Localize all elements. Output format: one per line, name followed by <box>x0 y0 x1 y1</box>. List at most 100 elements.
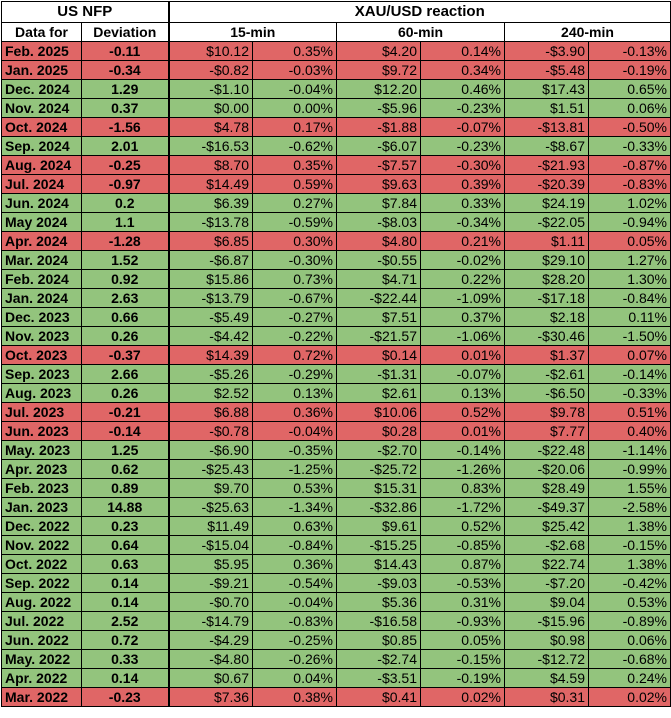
cell-15min-pct: -0.27% <box>252 307 337 327</box>
cell-date: Jun. 2022 <box>1 630 82 650</box>
cell-15min-pct: 0.00% <box>252 98 337 118</box>
cell-240min-usd: -$17.18 <box>504 288 589 308</box>
cell-60min-pct: -1.09% <box>420 288 505 308</box>
cell-240min-pct: -0.33% <box>588 136 671 156</box>
cell-15min-usd: $6.88 <box>167 402 253 422</box>
cell-deviation: -0.97 <box>81 174 169 194</box>
cell-60min-pct: -0.14% <box>420 440 505 460</box>
cell-60min-usd: -$6.07 <box>336 136 421 156</box>
cell-15min-pct: -0.29% <box>252 364 337 384</box>
cell-date: Jan. 2025 <box>1 60 82 80</box>
cell-240min-pct: -0.13% <box>588 41 671 61</box>
cell-240min-pct: -0.15% <box>588 535 671 555</box>
cell-15min-usd: $14.39 <box>167 345 253 365</box>
cell-60min-pct: -0.23% <box>420 98 505 118</box>
cell-15min-pct: 0.35% <box>252 41 337 61</box>
cell-deviation: -0.14 <box>81 421 169 441</box>
cell-240min-usd: -$20.06 <box>504 459 589 479</box>
cell-date: Apr. 2024 <box>1 231 82 251</box>
cell-deviation: 1.29 <box>81 79 169 99</box>
cell-240min-usd: $7.77 <box>504 421 589 441</box>
table-row: Jul. 2023 -0.21 $6.88 0.36% $10.06 0.52% $9.78… <box>1 402 671 422</box>
cell-240min-pct: 1.55% <box>588 478 671 498</box>
table-row: Jun. 2022 0.72 -$4.29 -0.25% $0.85 0.05% $0.98… <box>1 630 671 650</box>
cell-deviation: -0.34 <box>81 60 169 80</box>
header-column-row: Data for Deviation 15-min 60-min 240-min <box>1 22 671 42</box>
cell-240min-usd: -$3.90 <box>504 41 589 61</box>
cell-60min-pct: 0.01% <box>420 345 505 365</box>
cell-240min-usd: -$12.72 <box>504 649 589 669</box>
cell-240min-pct: -1.14% <box>588 440 671 460</box>
header-group-row: US NFP XAU/USD reaction <box>1 1 671 23</box>
cell-60min-usd: -$2.74 <box>336 649 421 669</box>
cell-60min-pct: 0.46% <box>420 79 505 99</box>
cell-15min-pct: 0.53% <box>252 478 337 498</box>
cell-240min-pct: 1.30% <box>588 269 671 289</box>
cell-240min-usd: -$22.05 <box>504 212 589 232</box>
cell-240min-usd: $17.43 <box>504 79 589 99</box>
cell-15min-usd: $8.70 <box>167 155 253 175</box>
cell-240min-usd: $2.18 <box>504 307 589 327</box>
cell-15min-pct: -0.25% <box>252 630 337 650</box>
cell-deviation: -0.21 <box>81 402 169 422</box>
cell-15min-usd: $7.36 <box>167 687 253 707</box>
table-row: Sep. 2024 2.01 -$16.53 -0.62% -$6.07 -0.23% -$… <box>1 136 671 156</box>
table-row: Jul. 2022 2.52 -$14.79 -0.83% -$16.58 -0.93% -… <box>1 611 671 631</box>
table-row: Dec. 2023 0.66 -$5.49 -0.27% $7.51 0.37% $2.18… <box>1 307 671 327</box>
cell-date: Sep. 2022 <box>1 573 82 593</box>
cell-15min-usd: $4.78 <box>167 117 253 137</box>
cell-deviation: 0.23 <box>81 516 169 536</box>
cell-240min-pct: -1.50% <box>588 326 671 346</box>
cell-60min-pct: 0.39% <box>420 174 505 194</box>
cell-60min-pct: 0.52% <box>420 402 505 422</box>
cell-60min-usd: $4.20 <box>336 41 421 61</box>
cell-60min-pct: -0.93% <box>420 611 505 631</box>
cell-15min-usd: $11.49 <box>167 516 253 536</box>
cell-240min-usd: -$22.48 <box>504 440 589 460</box>
cell-60min-usd: $7.84 <box>336 193 421 213</box>
cell-240min-usd: $24.19 <box>504 193 589 213</box>
cell-deviation: 2.63 <box>81 288 169 308</box>
cell-15min-usd: $2.52 <box>167 383 253 403</box>
cell-date: Feb. 2025 <box>1 41 82 61</box>
cell-15min-usd: $6.85 <box>167 231 253 251</box>
cell-240min-usd: $22.74 <box>504 554 589 574</box>
table-row: Aug. 2022 0.14 -$0.70 -0.04% $5.36 0.31% $9.04… <box>1 592 671 612</box>
cell-240min-pct: -0.68% <box>588 649 671 669</box>
cell-240min-pct: -0.94% <box>588 212 671 232</box>
table-row: Nov. 2022 0.64 -$15.04 -0.84% -$15.25 -0.85% -… <box>1 535 671 555</box>
table-row: Feb. 2023 0.89 $9.70 0.53% $15.31 0.83% $28.49… <box>1 478 671 498</box>
cell-240min-usd: -$15.96 <box>504 611 589 631</box>
table-row: Oct. 2023 -0.37 $14.39 0.72% $0.14 0.01% $1.37… <box>1 345 671 365</box>
cell-60min-usd: $4.71 <box>336 269 421 289</box>
cell-date: Aug. 2024 <box>1 155 82 175</box>
cell-15min-pct: -0.67% <box>252 288 337 308</box>
cell-240min-pct: 0.53% <box>588 592 671 612</box>
cell-15min-usd: -$0.78 <box>167 421 253 441</box>
table-row: Oct. 2022 0.63 $5.95 0.36% $14.43 0.87% $22.74… <box>1 554 671 574</box>
cell-60min-pct: 0.14% <box>420 41 505 61</box>
cell-60min-usd: $15.31 <box>336 478 421 498</box>
cell-15min-pct: -0.04% <box>252 421 337 441</box>
cell-60min-usd: -$9.03 <box>336 573 421 593</box>
cell-deviation: 1.52 <box>81 250 169 270</box>
cell-deviation: 0.26 <box>81 326 169 346</box>
cell-15min-pct: 0.30% <box>252 231 337 251</box>
cell-date: Jan. 2023 <box>1 497 82 517</box>
cell-deviation: 1.25 <box>81 440 169 460</box>
table-row: Feb. 2024 0.92 $15.86 0.73% $4.71 0.22% $28.20… <box>1 269 671 289</box>
cell-15min-usd: $5.95 <box>167 554 253 574</box>
cell-240min-usd: -$13.81 <box>504 117 589 137</box>
table-row: Aug. 2024 -0.25 $8.70 0.35% -$7.57 -0.30% -$21… <box>1 155 671 175</box>
cell-240min-usd: $1.37 <box>504 345 589 365</box>
cell-deviation: 0.89 <box>81 478 169 498</box>
cell-date: Nov. 2024 <box>1 98 82 118</box>
cell-240min-pct: 0.02% <box>588 687 671 707</box>
cell-60min-pct: 0.37% <box>420 307 505 327</box>
cell-60min-pct: -0.85% <box>420 535 505 555</box>
cell-240min-usd: -$2.61 <box>504 364 589 384</box>
cell-15min-usd: -$0.70 <box>167 592 253 612</box>
cell-240min-usd: -$2.68 <box>504 535 589 555</box>
cell-60min-usd: -$7.57 <box>336 155 421 175</box>
cell-240min-usd: $25.42 <box>504 516 589 536</box>
